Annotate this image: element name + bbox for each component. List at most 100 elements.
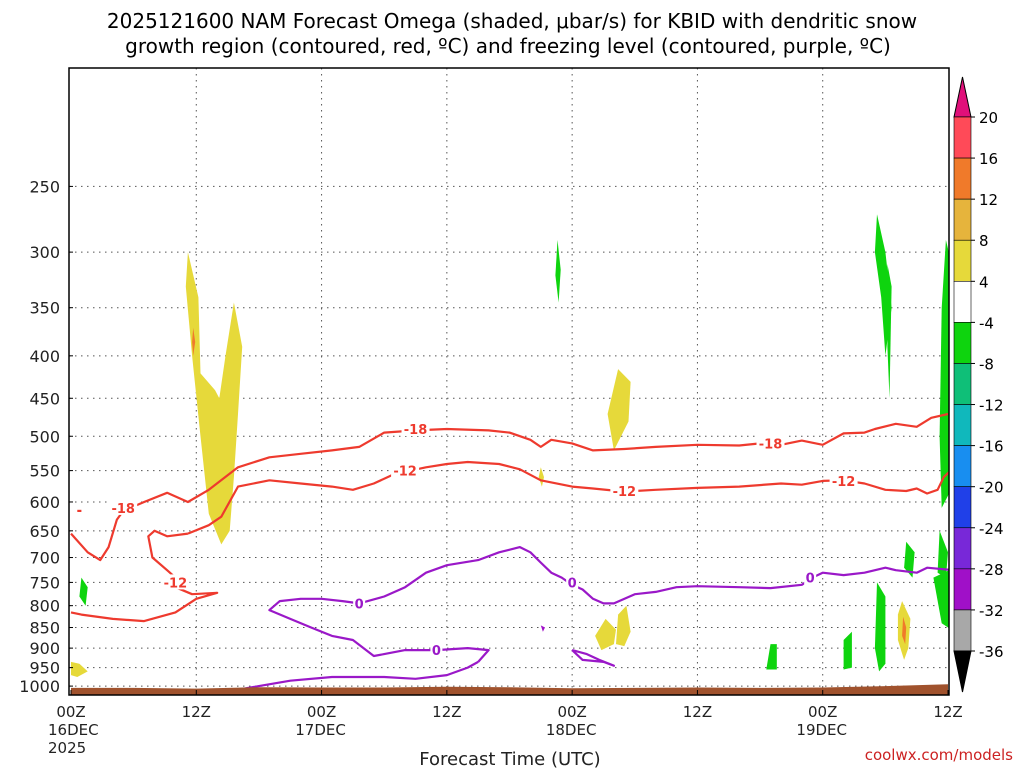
contour-label: 0 [432, 644, 441, 659]
x-tick-label: 00Z [557, 703, 586, 721]
contour-label: 0 [806, 572, 815, 587]
colorbar-bottom-arrow [953, 650, 972, 693]
y-tick-label: 750 [29, 573, 60, 592]
y-tick-label: 600 [29, 493, 60, 512]
omega-region [192, 327, 196, 356]
x-tick-label: 00Z [808, 703, 837, 721]
omega-region [607, 369, 631, 451]
contour-label: -12 [832, 475, 856, 490]
omega-region [939, 239, 949, 508]
colorbar-swatch [953, 445, 972, 487]
y-tick-label: 300 [29, 243, 60, 262]
colorbar-swatch [953, 527, 972, 570]
dgz-contour [187, 460, 949, 535]
colorbar-tick-label: -32 [979, 602, 1004, 620]
contour-label: -12 [613, 485, 637, 500]
contour-label-bg [353, 595, 366, 611]
x-tick-label: 18DEC [546, 721, 597, 739]
colorbar: 20 16 12 8 4 -4 -8 -12 -16 -20 -24 -28 -32 -36 [953, 76, 1004, 693]
colorbar-tick-label: -20 [979, 479, 1004, 497]
omega-region [616, 605, 631, 647]
omega-region [904, 541, 915, 578]
terrain-fill [71, 684, 948, 695]
y-tick-label: 500 [29, 427, 60, 446]
y-tick-label: 950 [29, 659, 60, 678]
colorbar-tick-label: -24 [979, 520, 1004, 538]
y-tick-label: 250 [29, 177, 60, 196]
omega-region [933, 570, 949, 629]
y-tick-label: 550 [29, 462, 60, 481]
dgz-contour [122, 412, 949, 512]
colorbar-swatch [953, 322, 972, 364]
colorbar-tick-label: 4 [979, 273, 989, 291]
x-axis-label: Forecast Time (UTC) [419, 749, 600, 768]
dgz-contour [70, 586, 219, 623]
colorbar-swatch [953, 281, 972, 323]
x-tick-label: 19DEC [796, 721, 847, 739]
contour-label-bg [161, 574, 190, 590]
contour-label-bg [430, 642, 443, 658]
y-tick-label: 1000 [19, 677, 60, 696]
freezing-contour [571, 649, 616, 667]
x-tick-label: 00Z [56, 703, 85, 721]
contour-label: 0 [355, 597, 364, 612]
colorbar-tick-label: -12 [979, 397, 1004, 415]
contour-label-bg [401, 420, 430, 436]
omega-shading [71, 214, 949, 677]
omega-region [843, 631, 852, 670]
omega-region [874, 582, 886, 672]
chart-title-line2: growth region (contoured, red, ºC) and f… [125, 34, 891, 58]
contour-labels: -18 -18 -18 -12 -12 -12 -12 0 0 0 0 [109, 420, 858, 659]
colorbar-swatch [953, 568, 972, 611]
colorbar-tick-label: -8 [979, 355, 994, 373]
x-tick-label: 00Z [307, 703, 336, 721]
plot-frame [68, 67, 950, 696]
colorbar-swatch [953, 363, 972, 405]
colorbar-tick-label: -16 [979, 438, 1004, 456]
y-tick-label: 800 [29, 597, 60, 616]
colorbar-tick-label: 8 [979, 232, 989, 250]
omega-region [887, 263, 892, 399]
terrain [71, 684, 948, 695]
colorbar-top-arrow [953, 76, 972, 118]
omega-region [185, 252, 243, 545]
colorbar-tick-label: 16 [979, 150, 998, 168]
omega-region [937, 530, 948, 578]
omega-region [766, 644, 777, 670]
contour-label: -18 [111, 502, 135, 517]
y-tick-label: 900 [29, 639, 60, 658]
x-tick-label: 2025 [48, 739, 86, 757]
omega-region [555, 239, 561, 303]
contour-label-bg [756, 435, 785, 451]
contour-label: 0 [568, 576, 577, 591]
colorbar-swatch [953, 486, 972, 529]
x-tick-label: 12Z [683, 703, 712, 721]
contour-label-bg [804, 569, 817, 585]
colorbar-tick-label: -4 [979, 314, 994, 332]
colorbar-swatch [953, 404, 972, 446]
colorbar-tick-label: 12 [979, 191, 998, 209]
colorbar-tick-label: 20 [979, 109, 998, 127]
x-tick-label: 12Z [432, 703, 461, 721]
omega-region [902, 616, 907, 645]
contour-label: -12 [164, 576, 188, 591]
y-tick-label: 400 [29, 347, 60, 366]
colorbar-swatch [953, 198, 972, 241]
omega-region [71, 661, 88, 677]
y-tick-label: 850 [29, 619, 60, 638]
y-tick-label: 450 [29, 389, 60, 408]
y-tick-label: 650 [29, 522, 60, 541]
x-tick-label: 12Z [182, 703, 211, 721]
y-tick-label: 350 [29, 299, 60, 318]
colorbar-swatch [953, 609, 972, 652]
chart-title-line1: 2025121600 NAM Forecast Omega (shaded, μ… [107, 9, 917, 33]
dgz-contour [70, 510, 125, 562]
omega-region [79, 577, 88, 606]
omega-region [595, 618, 616, 651]
contour-label-bg [566, 574, 579, 590]
contour-label-bg [109, 499, 138, 515]
x-tick-label: 16DEC [48, 721, 99, 739]
contour-label: -18 [759, 437, 783, 452]
